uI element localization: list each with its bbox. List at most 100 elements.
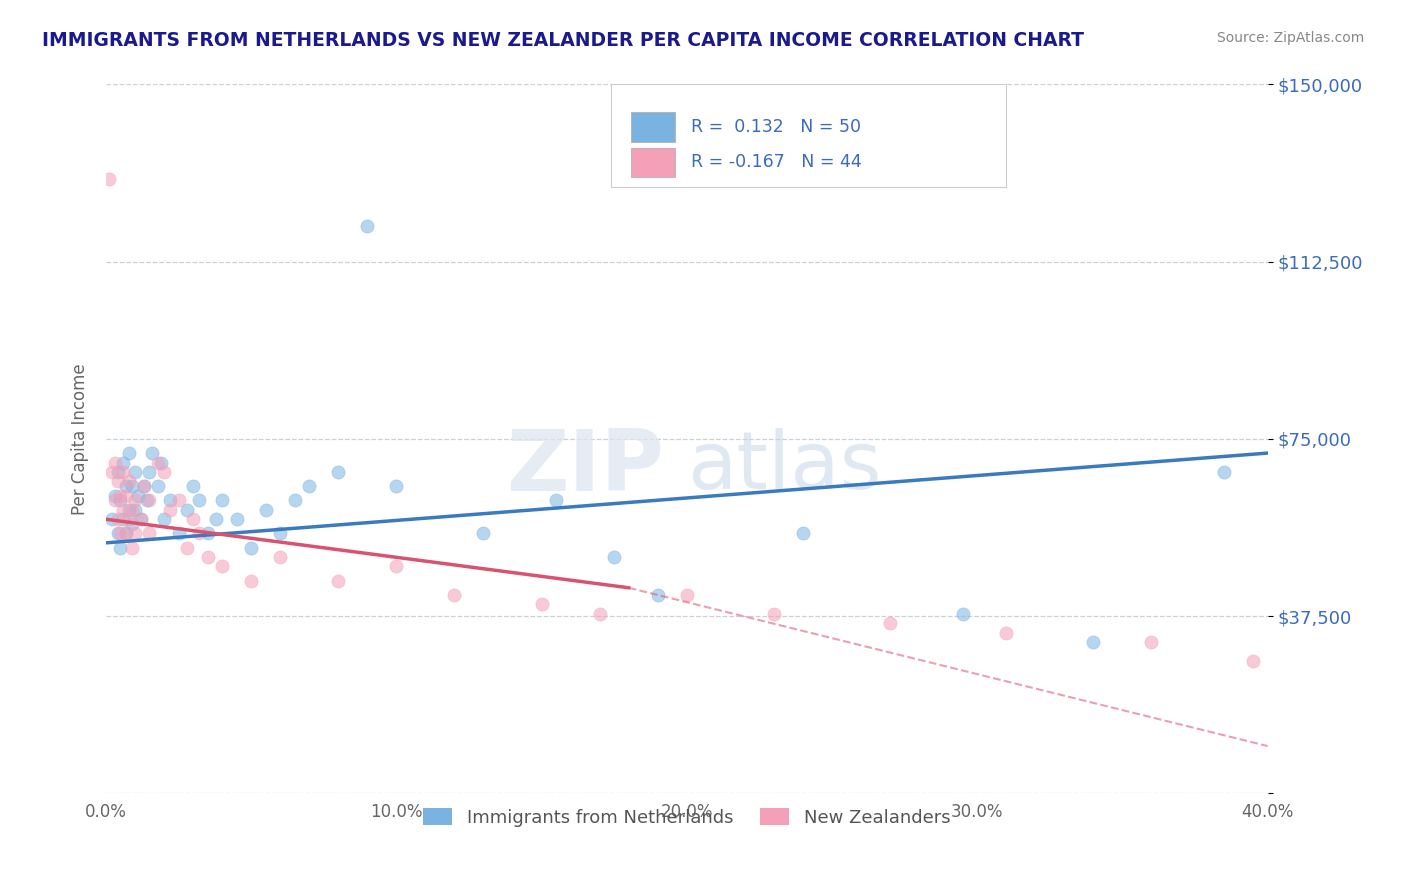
- Point: [107, 512, 129, 526]
- Y-axis label: Per Capita Income: Per Capita Income: [72, 363, 89, 515]
- Text: R =  0.132   N = 50: R = 0.132 N = 50: [692, 118, 862, 136]
- Point: [115, 489, 138, 503]
- Point: [124, 526, 146, 541]
- Point: [1213, 465, 1236, 479]
- Point: [118, 503, 141, 517]
- Point: [100, 465, 122, 479]
- Point: [121, 503, 143, 517]
- Point: [110, 493, 132, 508]
- Point: [135, 493, 157, 508]
- Point: [118, 512, 141, 526]
- Point: [176, 541, 198, 555]
- Point: [124, 493, 146, 508]
- Point: [443, 588, 465, 602]
- Point: [129, 512, 152, 526]
- Point: [187, 493, 209, 508]
- FancyBboxPatch shape: [631, 147, 675, 178]
- Point: [211, 493, 233, 508]
- Point: [879, 616, 901, 631]
- Point: [1083, 635, 1105, 649]
- Point: [104, 489, 127, 503]
- Point: [240, 541, 263, 555]
- Text: Source: ZipAtlas.com: Source: ZipAtlas.com: [1216, 31, 1364, 45]
- Point: [107, 465, 129, 479]
- Point: [225, 512, 247, 526]
- Point: [104, 493, 127, 508]
- Point: [205, 512, 228, 526]
- Text: ZIP: ZIP: [506, 425, 664, 508]
- Point: [115, 526, 138, 541]
- Point: [107, 475, 129, 489]
- Point: [124, 465, 146, 479]
- Point: [546, 493, 568, 508]
- Point: [254, 503, 277, 517]
- Point: [181, 479, 204, 493]
- FancyBboxPatch shape: [612, 85, 1007, 187]
- Point: [127, 489, 149, 503]
- Point: [603, 549, 626, 564]
- Point: [129, 512, 152, 526]
- Point: [356, 219, 378, 234]
- Point: [1140, 635, 1163, 649]
- Point: [112, 456, 135, 470]
- Point: [197, 526, 219, 541]
- Point: [121, 479, 143, 493]
- Point: [328, 574, 350, 588]
- Point: [121, 541, 143, 555]
- Point: [167, 493, 190, 508]
- Point: [240, 574, 263, 588]
- Point: [176, 503, 198, 517]
- Point: [110, 541, 132, 555]
- Point: [121, 516, 143, 531]
- Point: [115, 479, 138, 493]
- Point: [153, 465, 176, 479]
- Point: [112, 465, 135, 479]
- Legend: Immigrants from Netherlands, New Zealanders: Immigrants from Netherlands, New Zealand…: [416, 801, 957, 834]
- Point: [159, 493, 181, 508]
- Point: [328, 465, 350, 479]
- Point: [675, 588, 697, 602]
- Point: [269, 526, 291, 541]
- Point: [104, 456, 127, 470]
- Point: [148, 456, 170, 470]
- Point: [115, 526, 138, 541]
- Point: [647, 588, 669, 602]
- Point: [100, 512, 122, 526]
- Point: [995, 625, 1018, 640]
- Point: [167, 526, 190, 541]
- Point: [181, 512, 204, 526]
- Point: [792, 526, 814, 541]
- Text: atlas: atlas: [686, 428, 882, 507]
- Point: [110, 489, 132, 503]
- Point: [132, 479, 155, 493]
- Point: [97, 172, 120, 186]
- Point: [211, 559, 233, 574]
- Point: [141, 446, 163, 460]
- Point: [138, 526, 160, 541]
- Point: [472, 526, 495, 541]
- Point: [153, 512, 176, 526]
- Text: IMMIGRANTS FROM NETHERLANDS VS NEW ZEALANDER PER CAPITA INCOME CORRELATION CHART: IMMIGRANTS FROM NETHERLANDS VS NEW ZEALA…: [42, 31, 1084, 50]
- Point: [269, 549, 291, 564]
- Point: [110, 526, 132, 541]
- Point: [132, 479, 155, 493]
- Point: [1241, 654, 1264, 668]
- Point: [952, 607, 974, 621]
- Point: [118, 446, 141, 460]
- Point: [159, 503, 181, 517]
- Point: [118, 475, 141, 489]
- Point: [530, 597, 553, 611]
- Point: [138, 465, 160, 479]
- Point: [150, 456, 173, 470]
- Point: [124, 503, 146, 517]
- Point: [138, 493, 160, 508]
- Point: [385, 559, 408, 574]
- Point: [112, 503, 135, 517]
- Text: R = -0.167   N = 44: R = -0.167 N = 44: [692, 153, 862, 171]
- Point: [298, 479, 321, 493]
- Point: [762, 607, 785, 621]
- Point: [187, 526, 209, 541]
- Point: [197, 549, 219, 564]
- Point: [112, 512, 135, 526]
- Point: [385, 479, 408, 493]
